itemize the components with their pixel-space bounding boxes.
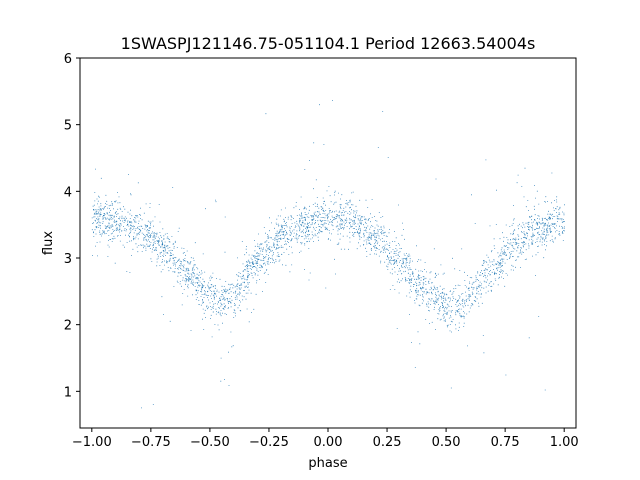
y-axis-ticks: 1 2 3 4 5 6 (64, 52, 80, 400)
y-tick-label: 3 (64, 252, 72, 267)
x-tick-label: −0.75 (131, 435, 171, 450)
x-tick-label: −0.25 (249, 435, 289, 450)
y-tick-label: 2 (64, 319, 72, 334)
y-tick-label: 6 (64, 52, 72, 67)
chart-title: 1SWASPJ121146.75-051104.1 Period 12663.5… (121, 34, 536, 53)
x-tick-label: 0.75 (491, 435, 520, 450)
x-tick-label: 0.00 (314, 435, 343, 450)
y-tick-label: 4 (64, 185, 72, 200)
x-axis-label: phase (308, 456, 347, 471)
x-tick-label: 0.50 (432, 435, 461, 450)
y-tick-label: 5 (64, 119, 72, 134)
y-axis-label: flux (41, 231, 56, 255)
x-tick-label: 1.00 (550, 435, 579, 450)
x-tick-label: 0.25 (373, 435, 402, 450)
x-tick-label: −0.50 (190, 435, 230, 450)
y-tick-label: 1 (64, 385, 72, 400)
x-tick-label: −1.00 (72, 435, 112, 450)
x-axis-ticks: −1.00 −0.75 −0.50 −0.25 0.00 0.25 0.50 0.75 1.00 (72, 428, 579, 450)
